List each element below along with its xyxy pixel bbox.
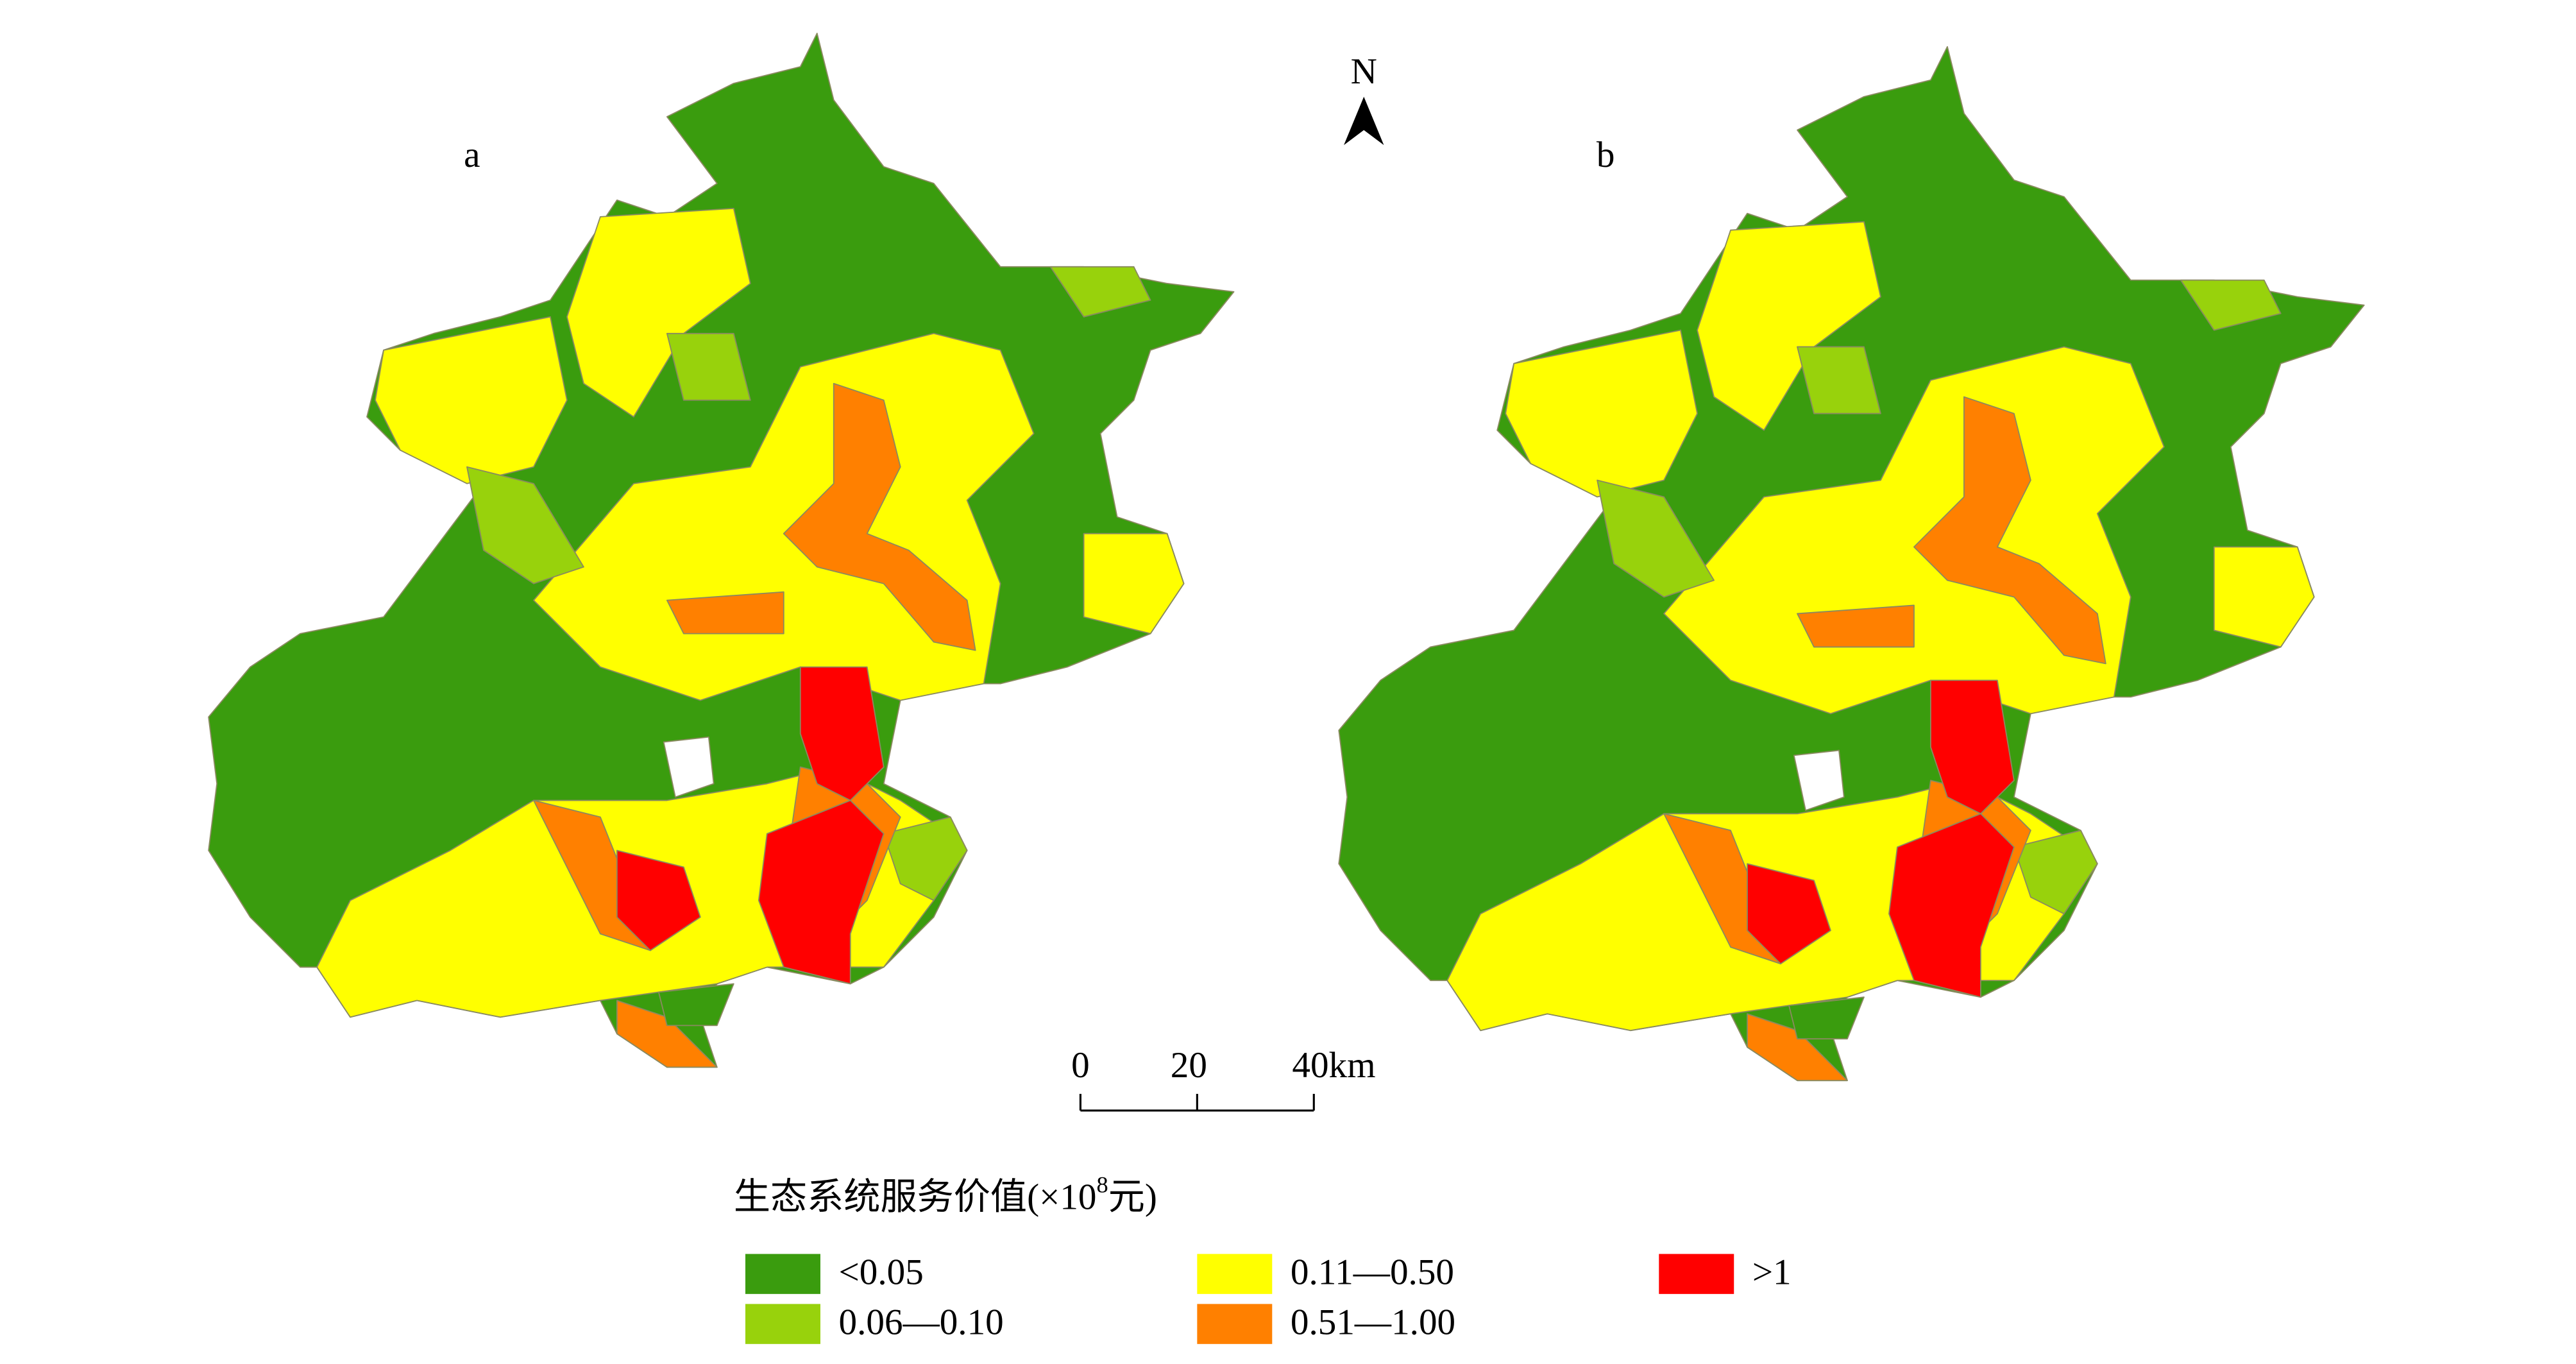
legend-title-text: 生态系统服务价值(×10 xyxy=(734,1177,1097,1217)
map-b xyxy=(1338,46,2365,1082)
legend-label: 0.11—0.50 xyxy=(1291,1252,1454,1292)
legend: <0.05 0.06—0.10 0.11—0.50 0.51—1.00 >1 xyxy=(745,1252,1792,1344)
legend-label: <0.05 xyxy=(839,1252,924,1292)
map-a xyxy=(208,33,1235,1068)
north-arrow xyxy=(1344,96,1384,146)
scale-label: 20 xyxy=(1171,1045,1207,1086)
scale-label: 0 xyxy=(1071,1045,1090,1086)
legend-label: >1 xyxy=(1752,1252,1792,1292)
scale-label: 40km xyxy=(1292,1045,1375,1086)
panel-label: a xyxy=(464,135,480,175)
legend-swatch xyxy=(1197,1304,1273,1344)
legend-swatch xyxy=(1659,1254,1734,1294)
north-label: N xyxy=(1351,51,1377,92)
legend-swatch xyxy=(745,1304,820,1344)
legend-title-exp: 8 xyxy=(1097,1172,1108,1198)
legend-label: 0.51—1.00 xyxy=(1291,1302,1455,1342)
legend-title: 生态系统服务价值(×108元) xyxy=(734,1172,1157,1218)
legend-title-unit: 元) xyxy=(1108,1177,1157,1217)
panel-label: b xyxy=(1597,135,1615,175)
legend-label: 0.06—0.10 xyxy=(839,1302,1004,1342)
legend-swatch xyxy=(745,1254,820,1294)
scale-bar xyxy=(1079,1093,1315,1112)
legend-swatch xyxy=(1197,1254,1273,1294)
